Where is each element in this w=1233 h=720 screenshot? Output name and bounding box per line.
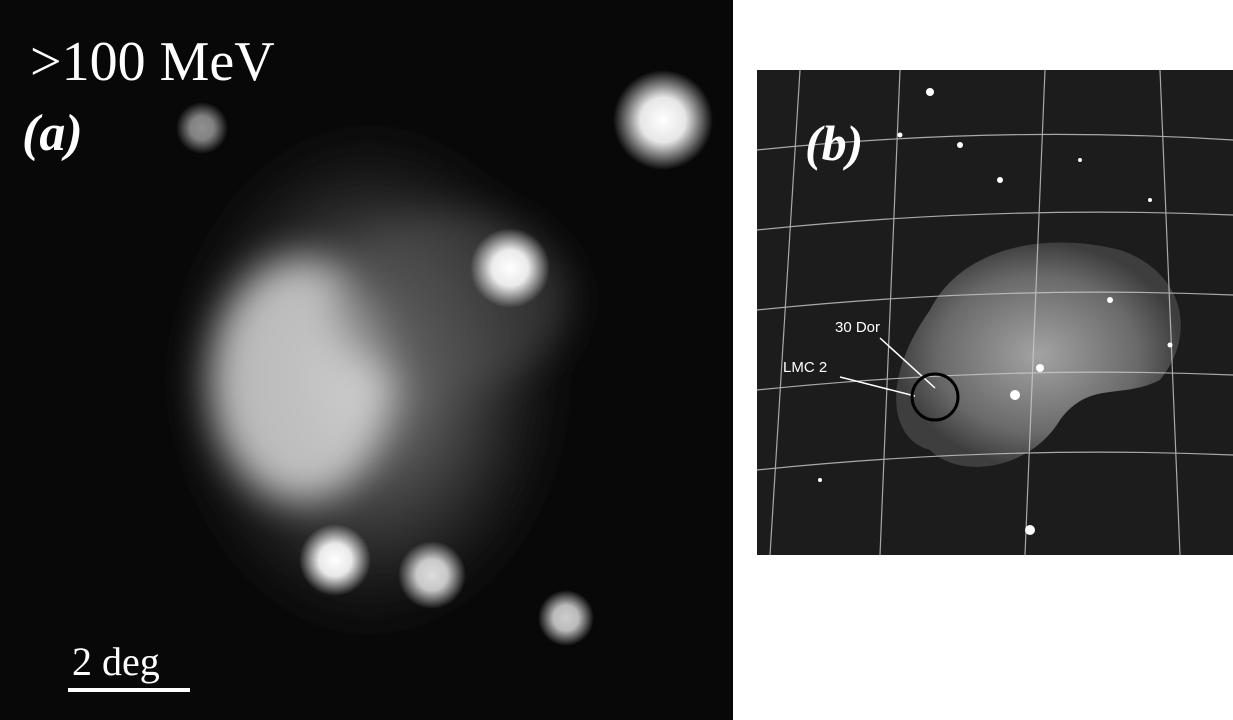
point-source <box>538 590 594 646</box>
panel-b: (b) 30 Dor LMC 2 <box>757 70 1233 555</box>
scale-bar-label: 2 deg <box>72 639 160 684</box>
point-source <box>176 102 228 154</box>
point-source <box>299 524 371 596</box>
panel-label: (a) <box>22 105 83 162</box>
figure: >100 MeV (a) 2 deg (b) 30 Dor LMC 2 <box>0 0 1233 720</box>
panel-label: (b) <box>805 115 863 171</box>
annotation: 30 Dor <box>835 319 880 336</box>
page: >100 MeV (a) 2 deg (b) 30 Dor LMC 2 <box>0 0 1233 720</box>
energy-label: >100 MeV <box>30 31 275 93</box>
panel-a: >100 MeV (a) 2 deg <box>0 0 733 720</box>
point-source <box>613 70 713 170</box>
point-source <box>470 228 550 308</box>
point-source <box>398 541 466 609</box>
annotation: LMC 2 <box>783 359 827 376</box>
